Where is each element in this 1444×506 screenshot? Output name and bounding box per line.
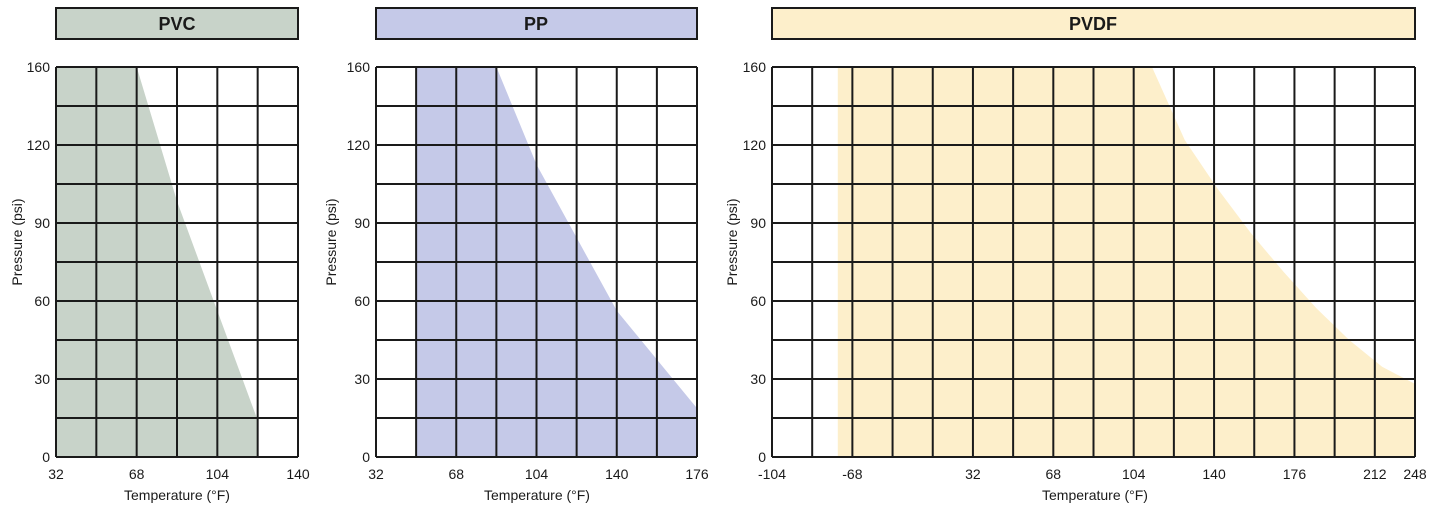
chart-pp-x-tick-label: 140 [605, 466, 629, 482]
chart-pvdf-x-tick-label: -104 [758, 466, 786, 482]
chart-pvc-y-tick-label: 120 [27, 137, 51, 153]
chart-pp: PP 32 68 104 140 176 0 30 60 90 120 160 Temperatu… [323, 7, 709, 503]
chart-pvdf-y-tick-label: 160 [743, 59, 767, 75]
chart-pvc-y-ticks: 0 30 60 90 120 160 [27, 59, 51, 465]
chart-pvc-x-tick-label: 68 [129, 466, 145, 482]
chart-pp-ylabel: Pressure (psi) [323, 198, 339, 285]
chart-pvdf-y-tick-label: 30 [750, 371, 766, 387]
chart-pvdf-x-tick-label: 140 [1202, 466, 1226, 482]
chart-pvc-y-tick-label: 90 [34, 215, 50, 231]
chart-pvc-y-tick-label: 160 [27, 59, 51, 75]
chart-pvc-ylabel: Pressure (psi) [9, 198, 25, 285]
chart-pvdf-x-tick-label: 32 [965, 466, 981, 482]
chart-pvdf-y-tick-label: 90 [750, 215, 766, 231]
chart-pvc-y-tick-label: 30 [34, 371, 50, 387]
chart-pvc-x-tick-label: 32 [48, 466, 64, 482]
chart-pvdf-y-ticks: 0 30 60 90 120 160 [743, 59, 767, 465]
chart-pp-x-tick-label: 104 [525, 466, 549, 482]
chart-pvc-title: PVC [158, 14, 195, 34]
chart-pvc-xlabel: Temperature (°F) [124, 487, 230, 503]
chart-pvdf-x-tick-label: 68 [1046, 466, 1062, 482]
chart-pvdf-title: PVDF [1069, 14, 1117, 34]
chart-pp-x-ticks: 32 68 104 140 176 [368, 466, 709, 482]
chart-pvdf: PVDF -104 -68 32 68 104 140 176 212 248 0 30 60 90 1… [724, 7, 1427, 503]
chart-pp-y-tick-label: 60 [354, 293, 370, 309]
chart-pvdf-y-tick-label: 60 [750, 293, 766, 309]
chart-pp-y-tick-label: 90 [354, 215, 370, 231]
chart-pvdf-y-tick-label: 120 [743, 137, 767, 153]
chart-pp-grid [375, 66, 698, 458]
chart-pvc-y-tick-label: 0 [42, 449, 50, 465]
chart-pvc: PVC 32 68 104 140 0 30 60 90 120 160 Temperature… [9, 7, 310, 503]
chart-pp-x-tick-label: 68 [448, 466, 464, 482]
chart-pp-x-tick-label: 32 [368, 466, 384, 482]
chart-pvc-title-bar [55, 7, 299, 40]
chart-pp-y-tick-label: 120 [347, 137, 371, 153]
chart-pp-y-tick-label: 30 [354, 371, 370, 387]
chart-pvc-grid [55, 66, 299, 458]
chart-pvc-y-tick-label: 60 [34, 293, 50, 309]
chart-pvdf-ylabel: Pressure (psi) [724, 198, 740, 285]
chart-pvdf-title-bar [771, 7, 1416, 40]
chart-pvdf-x-ticks: -104 -68 32 68 104 140 176 212 248 [758, 466, 1427, 482]
chart-pvdf-x-tick-label: 176 [1283, 466, 1307, 482]
chart-pvdf-xlabel: Temperature (°F) [1042, 487, 1148, 503]
chart-pp-y-tick-label: 160 [347, 59, 371, 75]
chart-pp-title-bar [375, 7, 698, 40]
chart-pvdf-x-tick-label: 104 [1122, 466, 1146, 482]
chart-pvdf-y-tick-label: 0 [758, 449, 766, 465]
chart-pp-xlabel: Temperature (°F) [484, 487, 590, 503]
chart-pvdf-x-tick-label: 248 [1403, 466, 1427, 482]
chart-pp-title: PP [524, 14, 548, 34]
chart-pvdf-x-tick-label: -68 [842, 466, 862, 482]
chart-pvc-x-tick-label: 140 [286, 466, 310, 482]
chart-pp-y-ticks: 0 30 60 90 120 160 [347, 59, 371, 465]
chart-pvdf-x-tick-label: 212 [1363, 466, 1387, 482]
chart-pvc-x-ticks: 32 68 104 140 [48, 466, 310, 482]
chart-pvdf-grid [771, 66, 1416, 458]
chart-pp-x-tick-label: 176 [685, 466, 709, 482]
chart-pp-y-tick-label: 0 [362, 449, 370, 465]
chart-pvc-x-tick-label: 104 [206, 466, 230, 482]
